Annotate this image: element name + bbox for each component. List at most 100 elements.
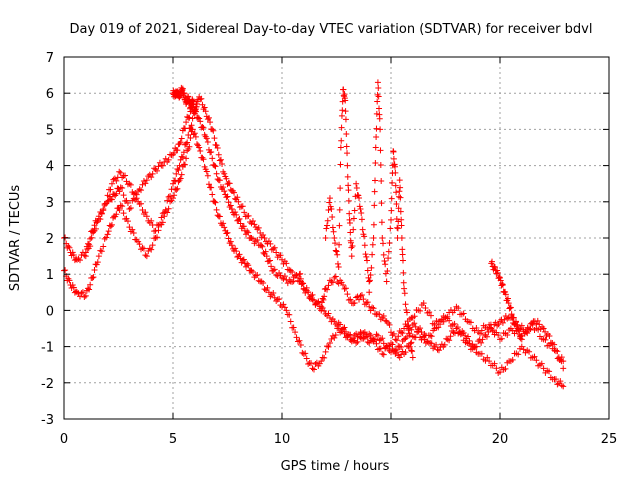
data-point — [348, 336, 355, 343]
data-point — [321, 293, 328, 300]
data-point — [214, 144, 221, 151]
data-point — [388, 207, 395, 214]
data-point — [223, 194, 230, 201]
data-point — [332, 332, 339, 339]
data-point — [534, 317, 541, 324]
data-point — [398, 235, 405, 241]
data-point — [392, 336, 399, 343]
data-point — [546, 333, 553, 340]
data-point — [181, 161, 188, 168]
data-point — [356, 203, 363, 210]
data-point — [479, 336, 486, 343]
data-point — [187, 135, 194, 142]
data-point — [204, 138, 211, 145]
data-point — [402, 301, 409, 308]
data-point — [200, 124, 207, 131]
data-point — [113, 211, 120, 218]
data-point — [357, 329, 364, 336]
data-point — [390, 330, 397, 337]
data-point — [208, 149, 215, 156]
data-point — [366, 277, 373, 284]
data-point — [504, 315, 511, 322]
data-point — [397, 194, 404, 201]
data-point — [155, 163, 162, 170]
data-point — [197, 118, 204, 125]
data-point — [454, 324, 461, 331]
data-point — [526, 348, 533, 355]
data-point — [367, 332, 374, 339]
data-point — [373, 133, 380, 140]
data-point — [451, 307, 458, 314]
data-point — [558, 382, 565, 389]
data-point — [460, 329, 467, 336]
x-tick-label: 10 — [274, 432, 291, 447]
data-point — [81, 252, 88, 259]
data-point — [167, 193, 174, 200]
data-point — [491, 360, 498, 367]
data-point — [203, 135, 210, 142]
data-point — [297, 270, 304, 277]
data-point — [241, 209, 248, 216]
data-point — [380, 351, 387, 358]
data-point — [313, 359, 320, 366]
y-tick-label: 4 — [46, 160, 54, 175]
data-point — [292, 272, 299, 279]
data-point — [339, 107, 346, 114]
data-point — [379, 235, 386, 241]
data-point — [359, 226, 366, 233]
data-point — [393, 349, 400, 356]
data-point — [329, 224, 336, 231]
data-point — [132, 190, 139, 197]
data-point — [369, 251, 376, 258]
data-point — [213, 170, 220, 177]
data-point — [401, 290, 408, 297]
data-point — [434, 346, 441, 353]
data-point — [197, 147, 204, 154]
data-point — [518, 336, 525, 343]
data-point — [165, 156, 172, 163]
data-point — [506, 305, 513, 312]
data-point — [366, 330, 373, 337]
data-point — [342, 97, 349, 104]
data-point — [303, 355, 310, 362]
data-point — [97, 216, 104, 223]
data-point — [504, 295, 511, 302]
data-point — [69, 249, 76, 256]
data-point — [370, 235, 377, 241]
data-point — [509, 356, 516, 363]
data-point — [159, 210, 166, 217]
data-point — [227, 238, 234, 245]
data-point — [455, 305, 462, 312]
data-point — [340, 86, 347, 93]
data-point — [89, 274, 96, 281]
data-point — [203, 168, 210, 175]
data-point — [130, 191, 137, 198]
data-point — [515, 326, 522, 333]
data-point — [267, 257, 274, 264]
y-tick-label: -1 — [41, 341, 54, 356]
data-point — [510, 314, 517, 321]
data-point — [502, 365, 509, 372]
data-point — [221, 188, 228, 195]
data-point — [94, 259, 101, 266]
data-point — [97, 247, 104, 254]
data-point — [393, 215, 400, 222]
data-point — [87, 281, 94, 288]
series-spike-14h — [366, 79, 416, 361]
data-point — [332, 273, 339, 280]
data-point — [207, 119, 214, 126]
data-point — [175, 167, 182, 174]
data-point — [379, 335, 386, 342]
data-point — [247, 219, 254, 226]
data-point — [407, 340, 414, 347]
data-point — [411, 320, 418, 327]
data-point — [378, 219, 385, 226]
data-point — [417, 325, 424, 332]
data-point — [66, 244, 73, 251]
data-point — [221, 170, 228, 177]
data-point — [274, 296, 281, 303]
data-point — [211, 135, 218, 142]
data-point — [225, 199, 232, 206]
data-point — [76, 257, 83, 264]
